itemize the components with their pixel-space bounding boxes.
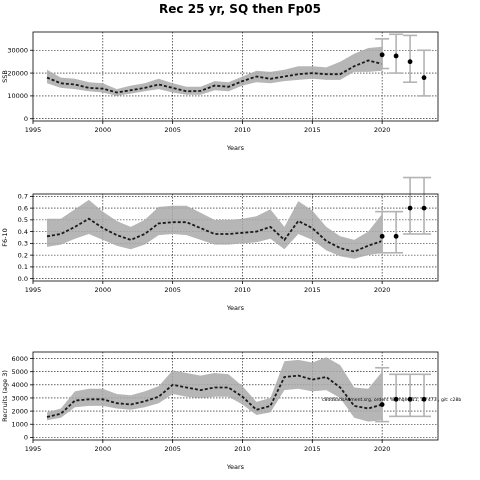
panel1-ytick-label-0: 0 [24, 115, 28, 123]
panel2-xlabel: Years [226, 304, 245, 312]
panel1-ytick-label-2: 20000 [7, 69, 28, 77]
panel2-ytick-label-5: 0.5 [18, 216, 28, 224]
panel3-annotation: c8dd8adsAdment.srg, orders %bmqe0 11, 11… [322, 397, 461, 403]
panel1-projection-point-2021 [393, 53, 399, 59]
panel2-confidence-band [47, 199, 383, 259]
panel3-frame [32, 351, 439, 441]
panel1-xtick-label-2015: 2015 [304, 126, 321, 134]
panel2-ytick-label-4: 0.4 [18, 228, 28, 236]
panel2-median-line [46, 217, 383, 253]
panel1-ytick-label-3: 30000 [7, 47, 28, 55]
panel2-xtick-label-2015: 2015 [304, 286, 321, 294]
panel3-xtick-label-2010: 2010 [234, 445, 251, 453]
panel3-xtick-label-1995: 1995 [25, 445, 42, 453]
panel2-projection-point-2021 [393, 233, 399, 239]
panel2-ytick-label-6: 0.6 [18, 204, 28, 212]
panel1-projection-point-2022 [407, 59, 413, 65]
panel1-xtick-label-2005: 2005 [164, 126, 181, 134]
panel3-ytick-label-5: 5000 [11, 368, 28, 376]
panel3-ytick-label-0: 0 [24, 434, 28, 442]
panel2-projection-point-2023 [421, 205, 427, 211]
panel3-projection-point-2020 [379, 402, 385, 407]
figure-title: Rec 25 yr, SQ then Fp05 [159, 2, 321, 16]
panel2-ylabel: F6-10 [1, 228, 9, 247]
panel3-ytick-label-3: 3000 [11, 394, 28, 402]
panel3-projection-point-2023 [421, 396, 427, 402]
panel3-xlabel: Years [226, 463, 245, 471]
panel3-ytick-label-6: 6000 [11, 355, 28, 363]
panel3-xtick-label-2020: 2020 [374, 445, 391, 453]
panel2-projection-point-2022 [407, 205, 413, 211]
panel2-xtick-label-1995: 1995 [25, 286, 42, 294]
panel1-xtick-label-2010: 2010 [234, 126, 251, 134]
panel3-confidence-band [47, 357, 383, 422]
panel2-ytick-label-7: 0.7 [18, 193, 28, 201]
panel1-projection-point-2020 [379, 52, 385, 58]
panel3-projection-point-2022 [407, 396, 413, 402]
panel3-ytick-label-4: 4000 [11, 381, 28, 389]
panel2-frame [32, 193, 439, 282]
panel2-ytick-label-2: 0.2 [18, 251, 28, 259]
panel1-projection-point-2023 [421, 75, 427, 81]
panel1-ytick-label-1: 10000 [7, 92, 28, 100]
panel3-ylabel: Recruits (age 3) [1, 370, 9, 422]
panel3-xtick-label-2005: 2005 [164, 445, 181, 453]
panel2-xtick-label-2005: 2005 [164, 286, 181, 294]
panel3-median-line [46, 374, 383, 418]
panel2-ytick-label-3: 0.3 [18, 240, 28, 248]
panel1-ylabel: SSB [1, 70, 9, 83]
panel3-xtick-label-2015: 2015 [304, 445, 321, 453]
panel1-xtick-label-2000: 2000 [95, 126, 112, 134]
panel1-xtick-label-1995: 1995 [25, 126, 42, 134]
panel2-ytick-label-1: 0.1 [18, 263, 28, 271]
panel2-xtick-label-2020: 2020 [374, 286, 391, 294]
panel1-xlabel: Years [226, 144, 245, 152]
panel2-ytick-label-0: 0.0 [18, 275, 28, 283]
panel1-median-line [46, 59, 383, 94]
panel3-projection-point-2021 [393, 396, 399, 402]
panel1-frame [32, 31, 439, 122]
panel3-ytick-label-1: 1000 [11, 421, 28, 429]
panel2-xtick-label-2000: 2000 [95, 286, 112, 294]
panel3-ytick-label-2: 2000 [11, 407, 28, 415]
panel2-xtick-label-2010: 2010 [234, 286, 251, 294]
panel2-projection-point-2020 [379, 233, 385, 239]
panel3-xtick-label-2000: 2000 [95, 445, 112, 453]
panel1-xtick-label-2020: 2020 [374, 126, 391, 134]
